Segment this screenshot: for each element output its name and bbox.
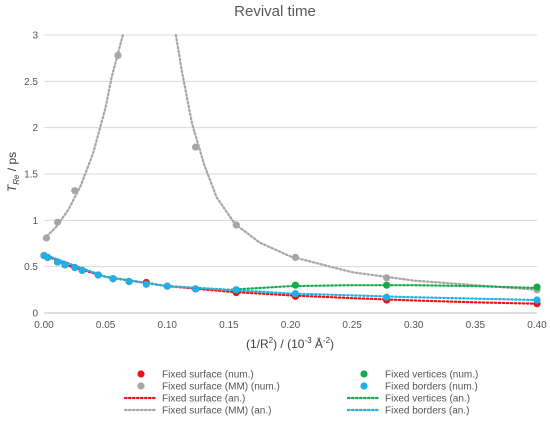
- x-tick-label: 0.05: [96, 320, 116, 331]
- data-point: [142, 280, 150, 288]
- data-point: [533, 283, 541, 291]
- x-tick-label: 0.35: [466, 320, 486, 331]
- y-tick-label: 0: [32, 309, 38, 320]
- y-tick-label: 1: [32, 216, 38, 227]
- legend-label: Fixed surface (num.): [162, 370, 254, 381]
- series-line: [174, 33, 539, 291]
- data-point: [191, 143, 200, 151]
- data-point: [71, 187, 79, 195]
- legend-label: Fixed vertices (num.): [385, 370, 478, 381]
- legend-marker: [360, 382, 368, 390]
- x-tick-label: 0.30: [404, 320, 424, 331]
- data-point: [191, 285, 200, 293]
- data-point: [232, 221, 240, 229]
- legend-label: Fixed borders (num.): [385, 382, 478, 393]
- series-line: [42, 253, 539, 302]
- legend-label: Fixed surface (MM) (an.): [162, 406, 271, 417]
- y-tick-label: 1.5: [24, 170, 38, 181]
- x-tick-label: 0.40: [527, 320, 547, 331]
- data-point: [291, 289, 300, 298]
- data-point: [61, 261, 69, 269]
- y-tick-label: 2.5: [24, 77, 38, 88]
- legend-marker: [137, 382, 145, 390]
- data-point: [114, 51, 122, 59]
- data-point: [42, 234, 51, 242]
- x-tick-label: 0.10: [158, 320, 178, 331]
- legend-label: Fixed surface (an.): [162, 394, 245, 405]
- y-tick-label: 2: [32, 123, 38, 134]
- numeric-points: [40, 51, 541, 308]
- x-tick-label: 0.25: [342, 320, 362, 331]
- legend-marker: [360, 370, 368, 378]
- data-point: [232, 286, 240, 294]
- grid: [44, 34, 537, 314]
- data-point: [109, 275, 117, 283]
- data-point: [383, 293, 391, 301]
- data-point: [291, 281, 300, 289]
- data-point: [291, 253, 300, 261]
- legend: Fixed surface (num.) Fixed vertices (num.…: [123, 370, 478, 417]
- data-point: [71, 263, 79, 272]
- analytic-lines: [42, 33, 539, 305]
- data-point: [44, 253, 52, 261]
- y-axis-label: TRe / ps: [5, 152, 21, 192]
- legend-label: Fixed vertices (an.): [385, 394, 470, 405]
- legend-label: Fixed surface (MM) (num.): [162, 382, 280, 393]
- x-tick-label: 0.00: [34, 320, 54, 331]
- legend-marker: [137, 370, 145, 378]
- data-point: [383, 281, 391, 289]
- data-point: [53, 218, 62, 226]
- y-tick-label: 0.5: [24, 262, 38, 273]
- data-point: [163, 282, 171, 290]
- data-point: [53, 258, 62, 266]
- chart-title: Revival time: [234, 3, 316, 20]
- series-line: [42, 33, 124, 240]
- x-tick-label: 0.15: [219, 320, 239, 331]
- x-axis-label: (1/R2) / (10-3 Å-2): [246, 336, 334, 351]
- data-point: [94, 271, 102, 279]
- data-point: [78, 266, 86, 274]
- data-point: [533, 296, 541, 304]
- data-point: [383, 274, 391, 282]
- axes: 0 0.5 1 1.5 2 2.5 3 0.00 0.05 0.10 0.15 0.20 0.25 0.3…: [24, 31, 547, 332]
- series-line: [42, 253, 539, 305]
- data-point: [125, 277, 133, 286]
- y-tick-label: 3: [32, 31, 38, 42]
- x-tick-label: 0.20: [281, 320, 301, 331]
- legend-label: Fixed borders (an.): [385, 406, 469, 417]
